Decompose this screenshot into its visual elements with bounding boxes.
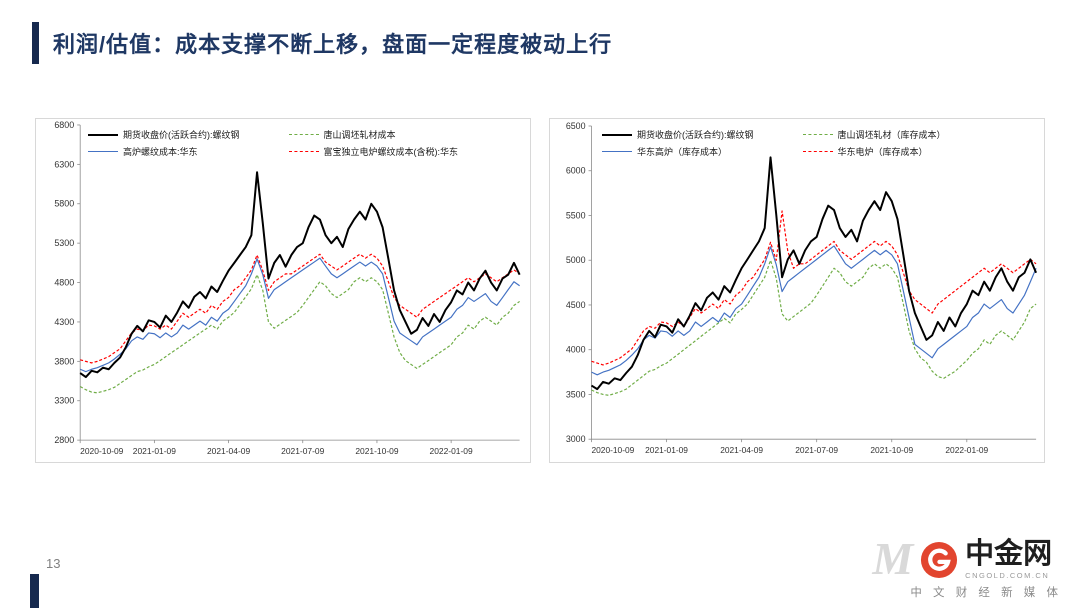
line-chart-left: 2800 3300 3800 4300 4800 5300 5800 6300 6800 2020… [54,120,521,456]
svg-text:5500: 5500 [566,210,586,220]
svg-text:2021-10-09: 2021-10-09 [355,446,398,456]
series-line [591,259,1037,396]
svg-text:5800: 5800 [54,199,74,209]
page-number: 13 [46,556,61,571]
svg-text:3500: 3500 [566,389,586,399]
svg-text:2021-07-09: 2021-07-09 [795,445,838,455]
svg-text:2022-01-09: 2022-01-09 [430,446,473,456]
corner-accent-bar [30,574,39,608]
svg-text:2022-01-09: 2022-01-09 [945,445,988,455]
title-accent-bar [32,22,39,64]
svg-text:2800: 2800 [54,435,74,445]
series-line [590,156,1038,391]
svg-text:2021-04-09: 2021-04-09 [720,445,763,455]
chart-panel-left: 期货收盘价(活跃合约):螺纹钢 唐山调坯轧材成本 高炉螺纹成本:华东 富宝独立电炉螺纹… [35,118,531,463]
brand-name: 中金网 [965,538,1053,570]
svg-text:6500: 6500 [566,121,586,131]
slide-header: 利润/估值：成本支撑不断上移，盘面一定程度被动上行 [32,22,612,64]
line-chart-right: 3000 3500 4000 4500 5000 5500 6000 6500 2020-10-… [566,121,1038,455]
svg-text:2021-07-09: 2021-07-09 [281,446,324,456]
brand-block: M 中金网 CNGOLD.COM.CN 中 文 财 经 新 媒 体 [872,533,1062,600]
series-line [591,245,1037,376]
series-line [79,171,521,379]
page-title: 利润/估值：成本支撑不断上移，盘面一定程度被动上行 [53,32,613,57]
brand-domain: CNGOLD.COM.CN [965,571,1050,580]
svg-text:2020-10-09: 2020-10-09 [591,445,634,455]
brand-logo-icon [921,541,958,579]
svg-text:4500: 4500 [566,300,586,310]
svg-text:4800: 4800 [54,278,74,288]
svg-text:2021-01-09: 2021-01-09 [133,446,176,456]
brand-tagline: 中 文 财 经 新 媒 体 [910,587,1062,599]
svg-text:2021-10-09: 2021-10-09 [870,445,913,455]
svg-text:3800: 3800 [54,356,74,366]
svg-text:6800: 6800 [54,120,74,130]
svg-text:2021-04-09: 2021-04-09 [207,446,250,456]
series-line [79,257,520,373]
svg-text:4300: 4300 [54,317,74,327]
svg-text:4000: 4000 [566,345,586,355]
brand-row: M 中金网 CNGOLD.COM.CN [872,533,1062,584]
series-line [80,253,520,364]
chart-panel-right: 期货收盘价(活跃合约):螺纹钢 唐山调坯轧材（库存成本） 华东高炉（库存成本） 华东电… [549,118,1045,463]
svg-text:5000: 5000 [566,255,586,265]
charts-area: 期货收盘价(活跃合约):螺纹钢 唐山调坯轧材成本 高炉螺纹成本:华东 富宝独立电炉螺纹… [35,118,1045,463]
svg-text:5300: 5300 [54,238,74,248]
brand-text: 中金网 CNGOLD.COM.CN [965,538,1053,581]
svg-text:3000: 3000 [566,434,586,444]
svg-text:3300: 3300 [54,396,74,406]
svg-text:6000: 6000 [566,166,586,176]
watermark-letter: M [872,533,914,584]
svg-text:2021-01-09: 2021-01-09 [645,445,688,455]
series-line [591,210,1037,366]
series-line [79,274,520,394]
svg-text:2020-10-09: 2020-10-09 [80,446,123,456]
svg-text:6300: 6300 [54,159,74,169]
